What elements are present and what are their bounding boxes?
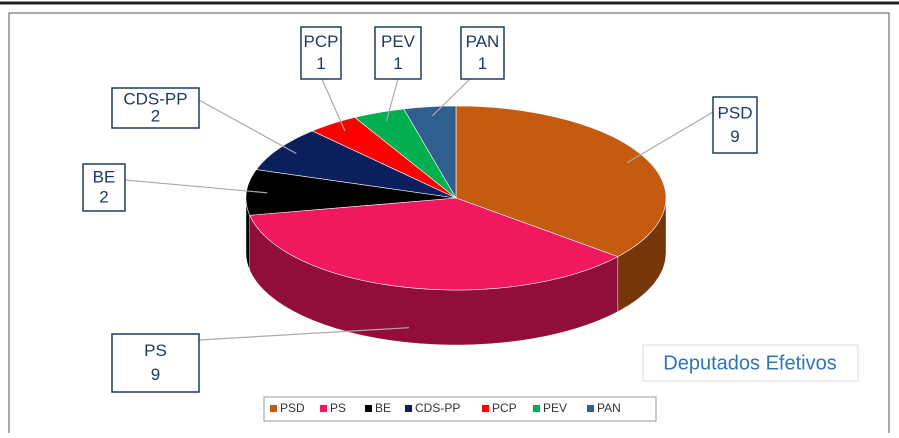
label-name: PEV [381,32,416,51]
label-value: 2 [99,187,108,206]
label-box [712,96,758,154]
legend-label: PS [330,401,346,415]
label-value: 1 [478,54,487,73]
slice-top [255,130,457,199]
leader-line [198,99,297,155]
pie-tops [245,105,667,291]
label-box [374,26,422,80]
legend-swatch [320,405,327,412]
label-name: BE [93,168,116,187]
pie-sides [245,197,667,346]
label-box [111,333,200,393]
pie [245,105,667,346]
label-name: CDS-PP [123,89,187,108]
label-value: 1 [393,54,402,73]
leader-line [124,179,268,194]
slice-top [249,197,619,291]
leader-line [431,78,471,117]
label-name: PS [144,341,167,360]
label-value: 9 [730,127,739,146]
leader-line [321,78,346,132]
label-value: 1 [316,54,325,73]
legend-label: PCP [492,401,517,415]
legend-label: PAN [597,401,621,415]
legend-label: BE [375,401,391,415]
slice [255,130,457,199]
label-value: 2 [151,106,160,125]
leader-line [198,327,410,341]
legend-swatch [587,405,594,412]
slice-top [403,105,457,200]
leader-line [385,78,399,122]
slice [245,169,457,216]
label-name: PCP [304,32,339,51]
chart-title: Deputados Efetivos [663,352,836,374]
legend-swatch [365,405,372,412]
legend-label: PSD [280,401,305,415]
label-name: PSD [718,103,753,122]
legend-label: PEV [543,401,567,415]
legend: PSD PS BE CDS-PP PCP PEV PAN [270,401,621,415]
legend-swatch [270,405,277,412]
legend-swatch [482,405,489,412]
frame [8,12,890,438]
slice [455,105,667,257]
slice [249,197,619,291]
legend-label: CDS-PP [415,401,460,415]
legend-swatch [533,405,540,412]
slice-top [245,169,457,216]
label-box [300,26,342,80]
slice-top [455,105,667,257]
slice [403,105,457,200]
label-box [111,87,200,129]
legend-swatch [405,405,412,412]
label-value: 9 [151,365,160,384]
title-box [642,344,859,382]
label-name: PAN [466,32,500,51]
label-box [82,163,126,212]
label-box [460,26,505,80]
leader-line [626,111,714,164]
